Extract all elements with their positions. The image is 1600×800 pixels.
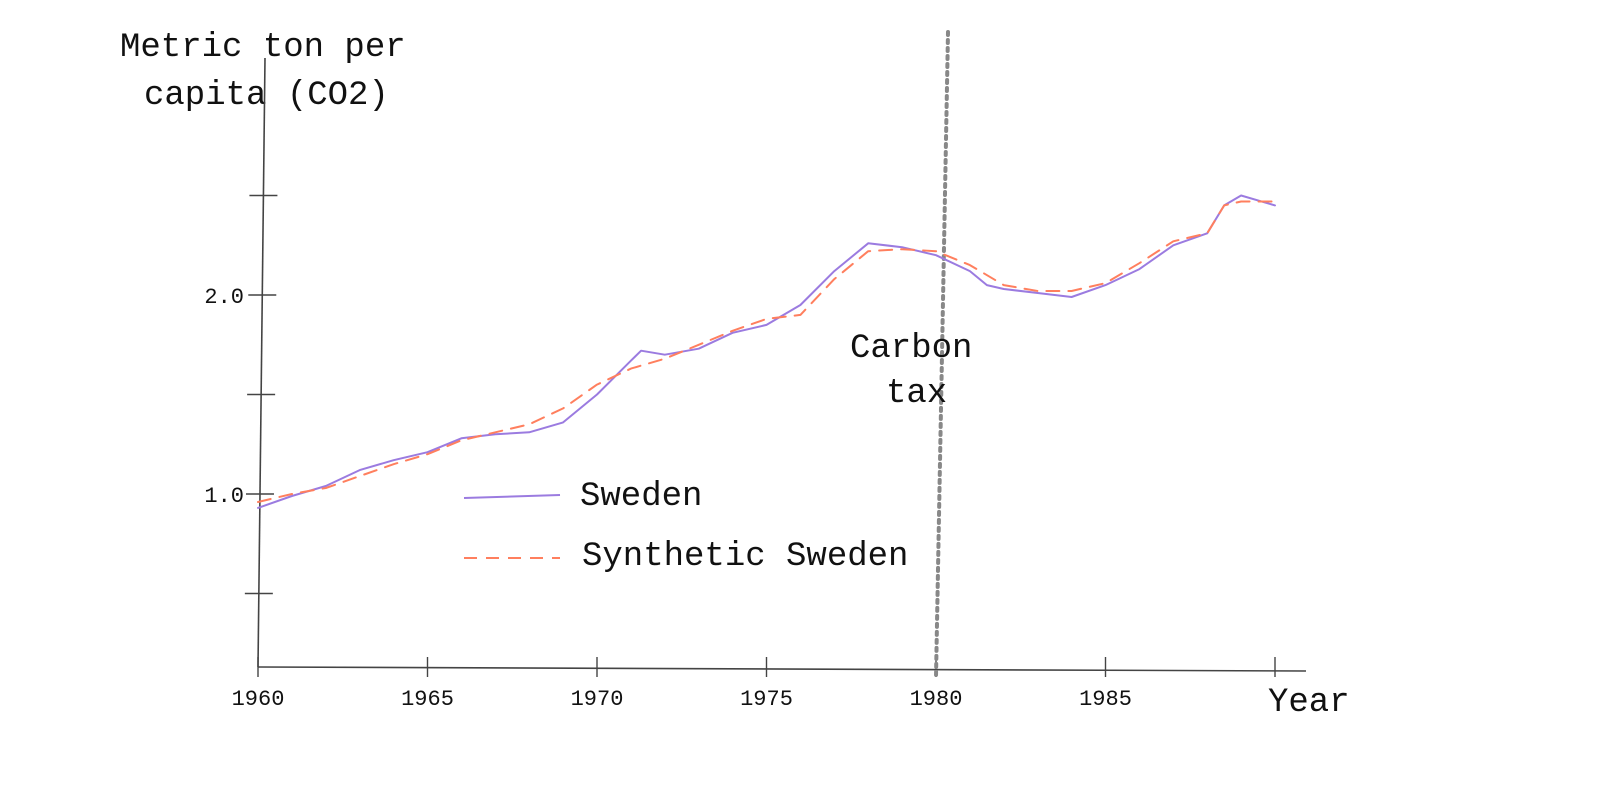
x-axis-ticks: 1960 1965 1970 1975 1980 1985 [232, 657, 1276, 712]
x-tick-label-1985: 1985 [1079, 687, 1132, 712]
legend-line-sweden [463, 494, 561, 499]
legend-label-synthetic-sweden: Synthetic Sweden [582, 538, 908, 576]
x-tick-label-1975: 1975 [740, 687, 793, 712]
y-tick-label-1: 1.0 [204, 484, 244, 509]
y-axis-ticks: 1.0 2.0 [204, 194, 278, 595]
y-axis-label-line-1: Metric ton per [120, 29, 406, 67]
x-tick-label-1960: 1960 [232, 687, 285, 712]
series-sweden-line [257, 194, 1276, 509]
x-tick-label-1980: 1980 [910, 687, 963, 712]
x-axis [257, 666, 1307, 672]
y-axis-label-line-2: capita (CO2) [144, 77, 389, 115]
series-synthetic-sweden-line [257, 200, 1276, 503]
legend-label-sweden: Sweden [580, 478, 702, 516]
carbon-tax-label-line-2: tax [886, 375, 947, 413]
y-axis [257, 57, 266, 668]
x-axis-label: Year [1268, 684, 1350, 722]
carbon-tax-label-line-1: Carbon [850, 330, 972, 368]
x-tick-label-1970: 1970 [571, 687, 624, 712]
legend: Sweden Synthetic Sweden [463, 478, 908, 576]
x-tick-label-1965: 1965 [401, 687, 454, 712]
series-layer [257, 194, 1276, 509]
y-tick-label-2: 2.0 [204, 285, 244, 310]
carbon-tax-line [934, 30, 950, 679]
